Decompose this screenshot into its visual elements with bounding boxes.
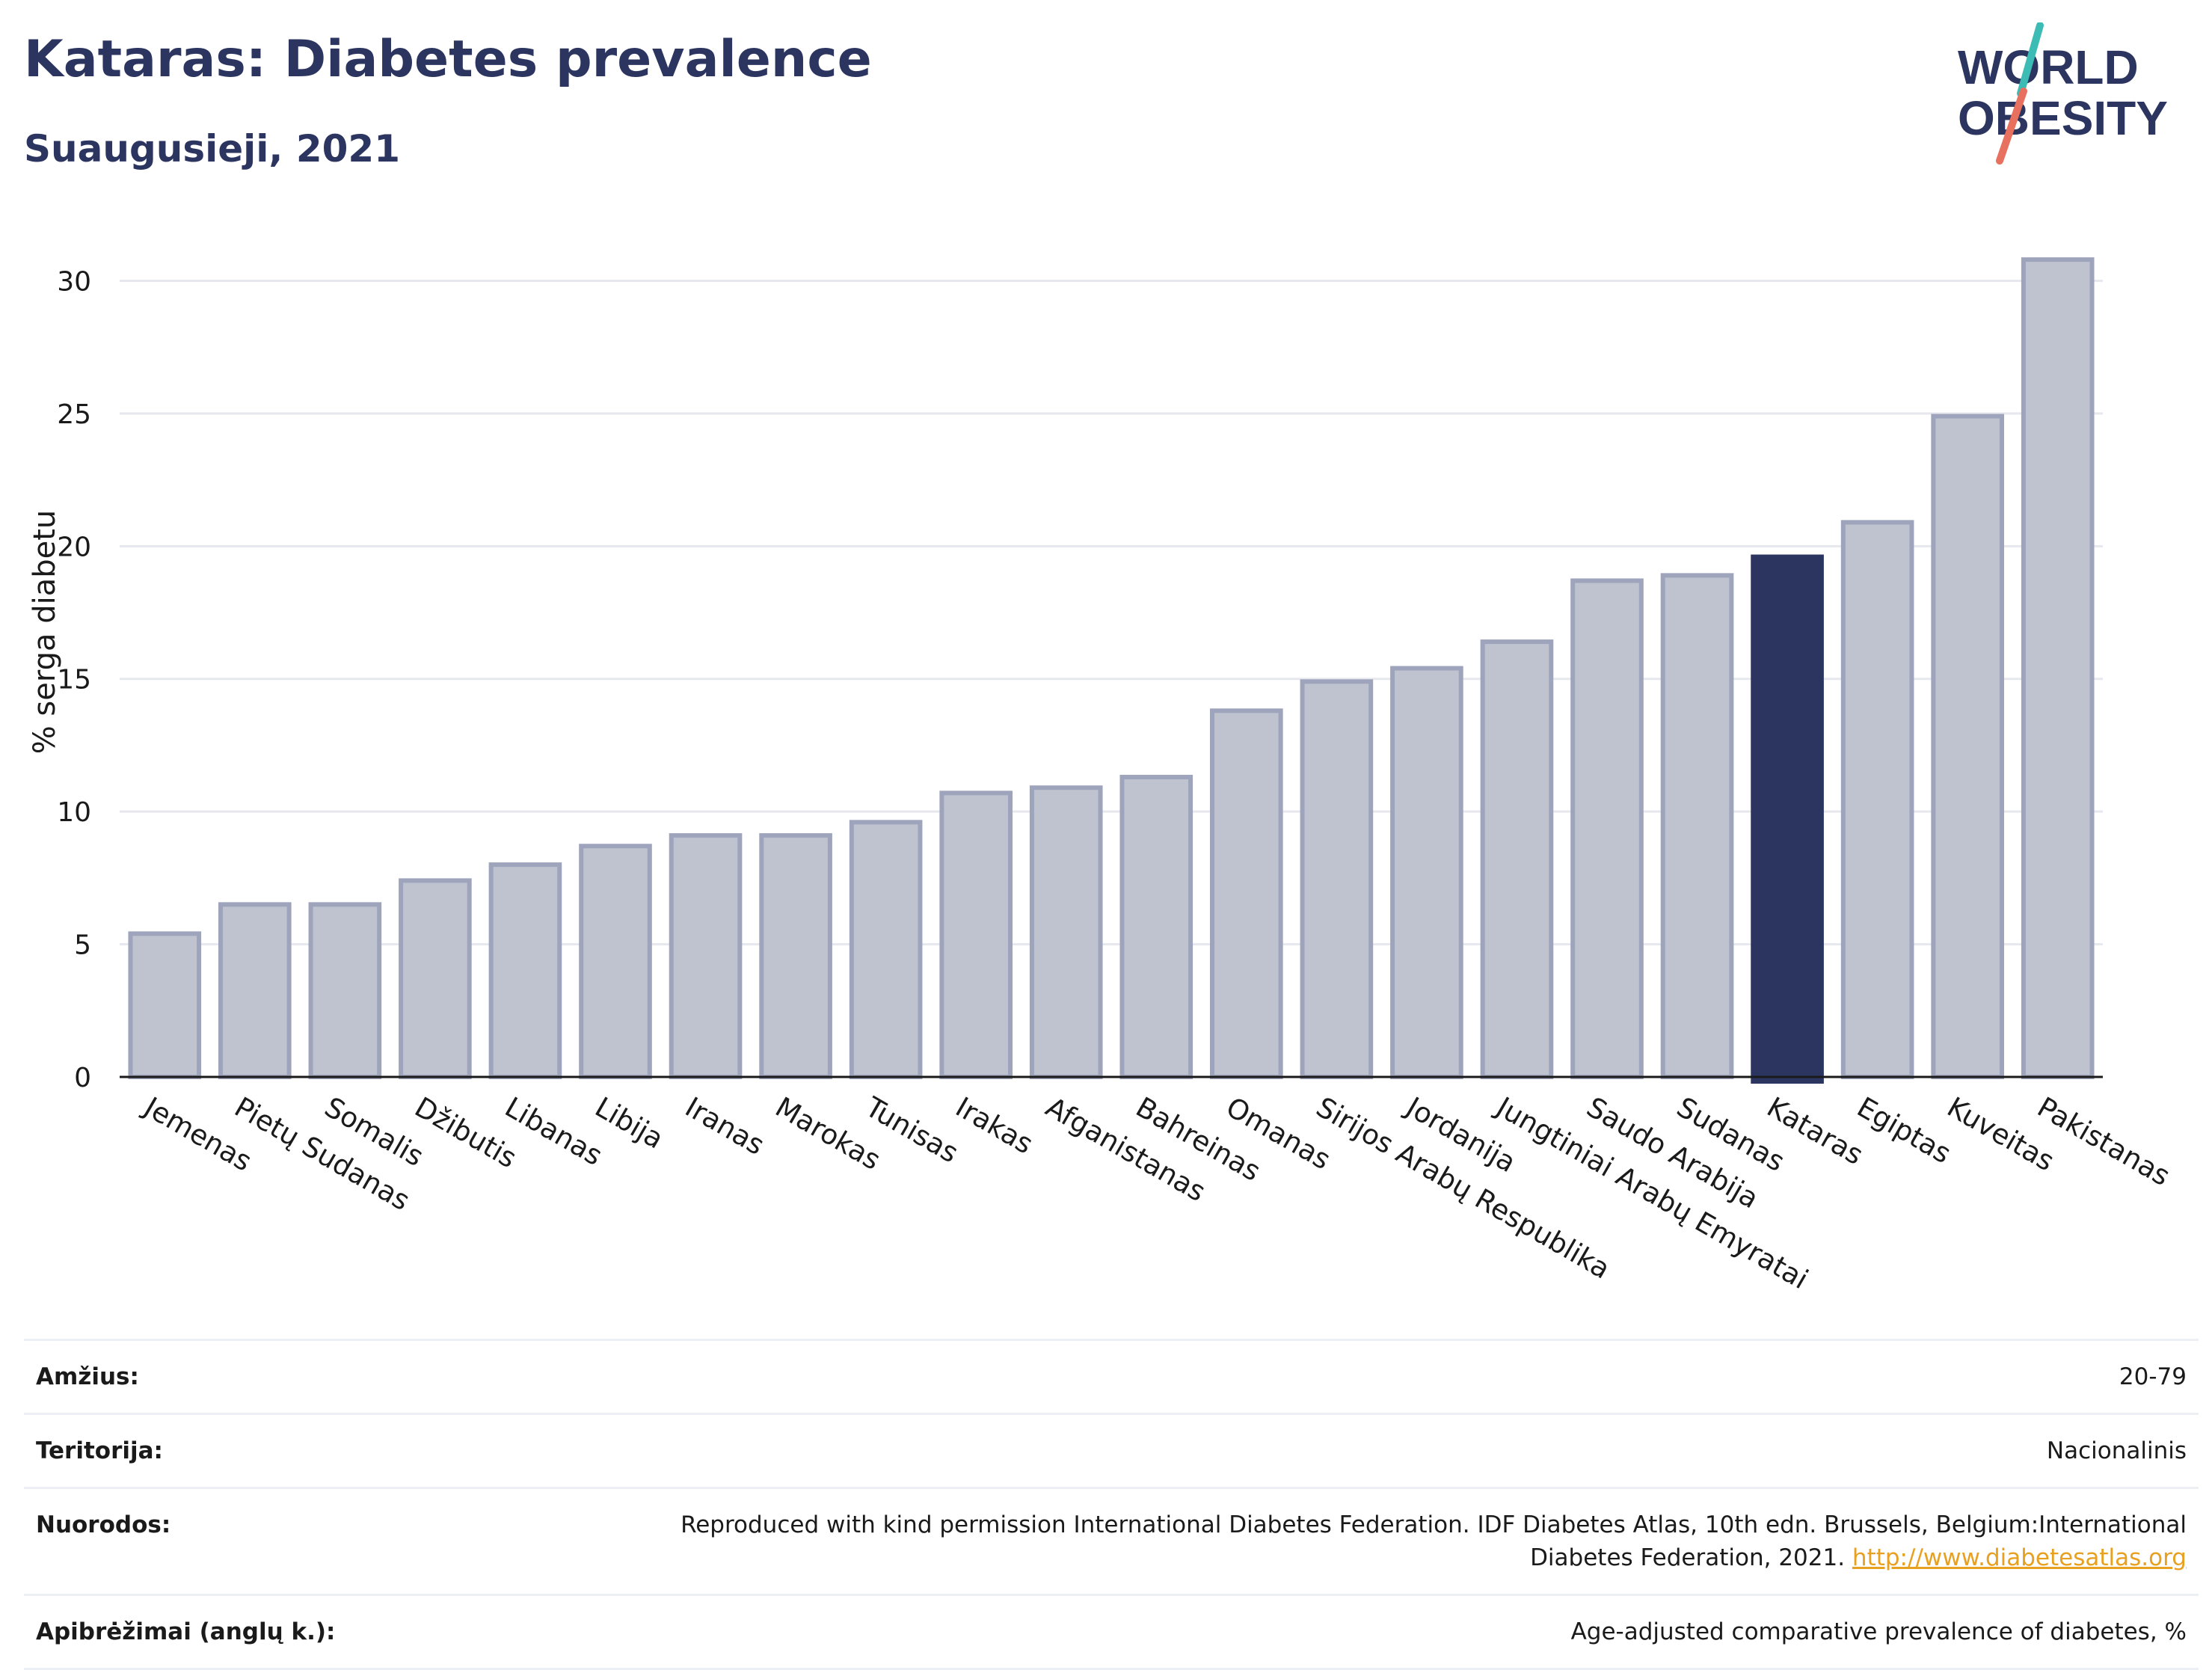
y-tick-label: 5 [74,930,91,961]
meta-value: 20-79 [571,1339,2199,1414]
bar [399,878,472,1079]
bar [1931,414,2004,1079]
reference-text: Reproduced with kind permission Internat… [681,1511,2187,1571]
bar [488,862,562,1079]
bar [849,820,923,1080]
chart-subtitle: Suaugusieji, 2021 [24,127,400,171]
bar [579,844,652,1079]
world-obesity-logo: WORLD OBESITY [1958,22,2168,165]
y-tick-label: 20 [57,532,91,562]
bar [1660,573,1734,1079]
bar [1210,708,1283,1079]
meta-row-territory: Teritorija: Nacionalinis [24,1413,2199,1488]
x-tick-label: Iranas [680,1091,769,1161]
x-tick-label: Jungtiniai Arabų Emyratai [1490,1090,1813,1296]
y-tick-label: 15 [57,665,91,696]
bar [1480,639,1554,1079]
y-axis-label: % serga diabetu [28,509,62,755]
meta-value-references: Reproduced with kind permission Internat… [571,1487,2199,1595]
y-tick-label: 25 [57,399,91,430]
bar [939,791,1013,1080]
logo-line-2: OBESITY [1958,91,2168,145]
bar [1119,775,1193,1079]
bar [218,902,292,1080]
reference-link[interactable]: http://www.diabetesatlas.org [1852,1544,2187,1571]
y-tick-label: 30 [57,266,91,297]
bar [1751,554,1824,1084]
bar [1029,785,1103,1080]
y-tick-labels: 0 5 10 15 20 25 30 [57,266,91,1093]
bar [2021,257,2095,1079]
bar [128,931,202,1079]
bar [669,833,743,1080]
x-tick-label: Irakas [950,1091,1039,1161]
meta-row-references: Nuorodos: Reproduced with kind permissio… [24,1487,2199,1595]
bar [308,902,382,1080]
bar [1300,679,1374,1079]
meta-key: Amžius: [24,1339,571,1414]
x-tick-label: Pakistanas [2032,1091,2175,1193]
metadata-table: Amžius: 20-79 Teritorija: Nacionalinis N… [24,1339,2199,1670]
bar [1390,666,1463,1079]
meta-value: Age-adjusted comparative prevalence of d… [571,1594,2199,1670]
bar [1570,578,1644,1079]
y-tick-label: 0 [74,1063,91,1093]
bar [759,833,832,1080]
bar [1840,520,1914,1079]
bars [128,257,2095,1084]
x-tick-label: Džibutis [409,1091,522,1175]
logo-slash-coral [1996,88,2027,165]
meta-row-age: Amžius: 20-79 [24,1339,2199,1414]
meta-value: Nacionalinis [571,1413,2199,1488]
meta-key: Nuorodos: [24,1487,571,1595]
x-tick-label: Libanas [500,1091,608,1172]
chart-title: Kataras: Diabetes prevalence [24,30,872,89]
x-tick-label: Egiptas [1852,1091,1956,1170]
meta-key: Teritorija: [24,1413,571,1488]
meta-key: Apibrėžimai (anglų k.): [24,1594,571,1670]
y-tick-label: 10 [57,797,91,828]
logo-slash-teal [2017,22,2044,97]
logo-line-1: WORLD [1958,40,2139,94]
meta-row-definitions: Apibrėžimai (anglų k.): Age-adjusted com… [24,1594,2199,1670]
